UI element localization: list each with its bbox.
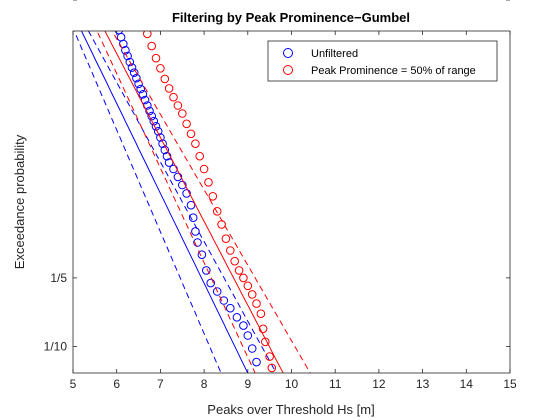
- data-point-prominence: [204, 178, 213, 187]
- data-point-prominence: [156, 64, 165, 73]
- data-point-unfiltered: [188, 213, 198, 222]
- data-point-unfiltered: [239, 321, 248, 330]
- x-tick-label: 5: [70, 377, 77, 391]
- data-point-unfiltered: [173, 172, 183, 182]
- data-point-prominence: [195, 151, 204, 161]
- data-point-prominence: [230, 256, 239, 266]
- data-point-unfiltered: [193, 238, 202, 247]
- data-point-prominence: [199, 164, 209, 174]
- data-point-unfiltered: [182, 189, 191, 198]
- confidence-bound-prominence-upper: [111, 31, 311, 373]
- y-tick-label: 1/10: [44, 340, 68, 354]
- data-point-unfiltered: [129, 68, 139, 77]
- data-point-unfiltered: [145, 106, 154, 116]
- x-tick-label: 10: [285, 377, 299, 391]
- data-point-unfiltered: [243, 331, 253, 340]
- data-point-prominence: [182, 119, 191, 129]
- data-point-unfiltered: [252, 357, 261, 367]
- data-point-prominence: [252, 299, 261, 308]
- data-point-prominence: [226, 246, 235, 255]
- data-point-prominence: [178, 109, 187, 118]
- data-point-prominence: [265, 352, 274, 361]
- data-point-prominence: [164, 84, 174, 93]
- data-point-prominence: [217, 220, 226, 229]
- x-tick-label: 6: [113, 377, 120, 391]
- x-tick-label: 13: [416, 377, 430, 391]
- legend: Unfiltered Peak Prominence = 50% of rang…: [267, 40, 498, 82]
- data-point-unfiltered: [156, 133, 165, 142]
- data-point-prominence: [160, 74, 170, 84]
- series-layer: [73, 31, 311, 373]
- data-point-unfiltered: [219, 296, 229, 305]
- data-point-prominence: [239, 273, 248, 283]
- x-tick-label: 8: [201, 377, 208, 391]
- y-axis-ticks: 11/51/101/501/100: [44, 0, 510, 354]
- y-tick-label: 1/5: [50, 271, 67, 285]
- data-point-prominence: [267, 363, 277, 373]
- data-point-prominence: [221, 234, 231, 243]
- data-point-unfiltered: [153, 127, 163, 136]
- data-point-prominence: [191, 139, 200, 148]
- data-point-prominence: [234, 266, 244, 275]
- data-point-unfiltered: [138, 90, 148, 99]
- legend-label-prominence: Peak Prominence = 50% of range: [311, 65, 476, 77]
- data-point-unfiltered: [212, 287, 222, 296]
- fit-line-prominence: [104, 31, 284, 373]
- data-point-unfiltered: [125, 57, 135, 67]
- data-point-prominence: [208, 192, 218, 201]
- data-point-prominence: [173, 101, 183, 110]
- data-point-unfiltered: [232, 313, 242, 322]
- data-point-unfiltered: [206, 278, 215, 288]
- confidence-bound-unfiltered-lower: [73, 31, 222, 373]
- chart-title: Filtering by Peak Prominence−Gumbel: [172, 10, 410, 25]
- x-tick-label: 14: [460, 377, 474, 391]
- data-point-prominence: [256, 309, 266, 319]
- x-tick-label: 11: [329, 377, 342, 391]
- x-tick-label: 15: [503, 377, 517, 391]
- data-point-unfiltered: [186, 200, 196, 210]
- data-point-prominence: [151, 53, 161, 63]
- data-point-prominence: [186, 129, 196, 139]
- data-point-unfiltered: [197, 250, 207, 259]
- x-tick-label: 9: [244, 377, 251, 391]
- data-point-unfiltered: [162, 151, 172, 161]
- x-axis-label: Peaks over Threshold Hs [m]: [207, 402, 374, 417]
- x-tick-label: 12: [372, 377, 386, 391]
- data-point-unfiltered: [132, 73, 141, 83]
- data-point-prominence: [212, 207, 222, 216]
- data-point-unfiltered: [134, 79, 143, 89]
- y-tick-label: 1: [60, 0, 67, 3]
- data-point-unfiltered: [136, 84, 145, 94]
- data-point-prominence: [261, 337, 270, 347]
- data-point-unfiltered: [226, 303, 235, 313]
- legend-marker-prominence: [283, 65, 293, 75]
- data-point-unfiltered: [178, 180, 187, 190]
- data-point-unfiltered: [247, 344, 257, 353]
- data-point-unfiltered: [202, 266, 211, 275]
- fit-line-unfiltered: [80, 31, 249, 373]
- data-point-prominence: [169, 92, 178, 102]
- x-tick-label: 7: [157, 377, 164, 391]
- data-point-unfiltered: [123, 51, 132, 61]
- data-point-prominence: [243, 281, 253, 291]
- legend-label-unfiltered: Unfiltered: [311, 48, 358, 60]
- plot-frame: [72, 30, 511, 374]
- data-point-unfiltered: [158, 139, 167, 148]
- data-point-prominence: [247, 290, 257, 299]
- plot-area: [73, 31, 510, 373]
- data-point-prominence: [258, 324, 268, 334]
- data-point-prominence: [147, 41, 156, 51]
- legend-box: [267, 40, 498, 82]
- data-point-unfiltered: [191, 227, 200, 236]
- data-point-unfiltered: [164, 158, 174, 167]
- legend-marker-unfiltered: [283, 48, 293, 58]
- data-point-unfiltered: [127, 63, 137, 72]
- y-axis-label: Exceedance probability: [12, 134, 27, 269]
- data-point-prominence: [143, 31, 152, 39]
